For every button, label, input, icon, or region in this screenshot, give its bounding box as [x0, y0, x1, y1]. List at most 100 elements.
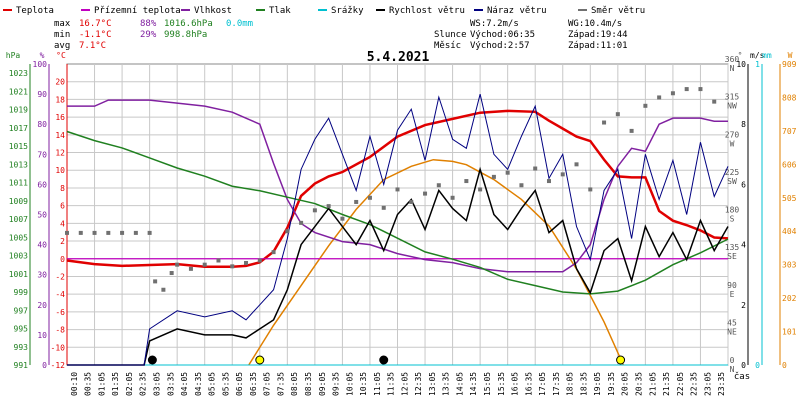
wind-direction-point: [450, 195, 455, 200]
pressure-tick-label: 997: [14, 306, 29, 315]
x-tick-label: 22:05: [676, 372, 685, 396]
direction-tick-label: SW: [727, 177, 737, 186]
wind-direction-point: [161, 287, 166, 292]
wind-direction-point: [285, 229, 290, 234]
x-tick-label: 04:05: [180, 372, 189, 396]
wind-direction-point: [698, 87, 703, 92]
pressure-tick-label: 1003: [9, 252, 28, 261]
x-tick-label: 13:35: [442, 372, 451, 396]
wind-direction-point: [147, 230, 152, 235]
stats-max-label: max: [54, 19, 71, 29]
x-tick-label: 11:35: [387, 372, 396, 396]
stats-max-rain: 0.0mm: [226, 19, 253, 29]
legend-label: Tlak: [269, 6, 291, 16]
temperature-tick-label: 0: [60, 255, 65, 264]
sunset-time: Západ:19:44: [568, 30, 628, 40]
x-tick-label: 08:05: [290, 372, 299, 396]
stats-block: max 16.7°C 88% 1016.6hPa 0.0mm min -1.1°…: [54, 19, 253, 51]
wind-direction-point: [615, 112, 620, 117]
humidity-tick-label: 100: [33, 60, 48, 69]
x-tick-label: 23:05: [703, 372, 712, 396]
direction-tick-value: 225: [725, 168, 740, 177]
wind-speed-info: WS:7.2m/s: [470, 19, 519, 29]
sunrise-time: Východ:06:35: [470, 30, 535, 40]
pressure-line: [66, 130, 729, 295]
x-tick-label: 18:35: [579, 372, 588, 396]
x-tick-label: 19:35: [607, 372, 616, 396]
wind-tick-label: 4: [741, 241, 746, 250]
x-tick-label: 05:35: [221, 372, 230, 396]
wind-direction-point: [533, 166, 538, 171]
temperature-tick-label: -8: [55, 326, 65, 335]
temperature-tick-label: -6: [55, 308, 65, 317]
wind-direction-point: [478, 187, 483, 192]
solar-tick-label: 0: [782, 361, 787, 370]
pressure-tick-label: 993: [14, 343, 29, 352]
humidity-tick-label: 70: [37, 150, 47, 159]
moonset-time: Západ:11:01: [568, 41, 628, 51]
x-tick-label: 02:35: [139, 372, 148, 396]
pressure-tick-label: 1015: [9, 142, 28, 151]
wind-direction-point: [230, 264, 235, 269]
pressure-tick-label: 1005: [9, 233, 28, 242]
solar-tick-label: 909: [782, 60, 797, 69]
temperature-tick-label: 4: [60, 219, 65, 228]
direction-tick-label: SE: [727, 252, 737, 261]
legend: Teplota Přízemní teplota Vlhkost Tlak Srážky…: [3, 6, 645, 16]
wind-direction-point: [78, 230, 83, 235]
x-tick-label: 21:05: [648, 372, 657, 396]
x-axis-label: čas: [734, 371, 750, 382]
pressure-tick-label: 1001: [9, 270, 28, 279]
solar-tick-label: 202: [782, 294, 797, 303]
sunset-marker: [616, 355, 626, 365]
solar-tick-label: 707: [782, 127, 797, 136]
legend-label: Teplota: [16, 6, 54, 16]
wind-direction-point: [65, 230, 69, 235]
humidity-tick-label: 0: [42, 361, 47, 370]
moonset-marker: [379, 355, 389, 365]
legend-label: Přízemní teplota: [94, 6, 181, 16]
legend-label: Směr větru: [591, 6, 645, 16]
stats-max-press: 1016.6hPa: [164, 19, 213, 29]
wind-gust-line: [67, 93, 729, 366]
wind-direction-point: [657, 95, 662, 100]
solar-curve-line: [248, 158, 625, 366]
wind-direction-point: [175, 262, 180, 267]
sunrise-marker: [255, 355, 265, 365]
x-tick-label: 05:05: [208, 372, 217, 396]
x-tick-label: 12:35: [414, 372, 423, 396]
pressure-axis-unit: hPa: [6, 51, 21, 60]
temperature-tick-label: 2: [60, 237, 65, 246]
solar-tick-label: 404: [782, 227, 797, 236]
x-tick-label: 07:35: [276, 372, 285, 396]
x-tick-label: 20:05: [621, 372, 630, 396]
wind-direction-point: [602, 120, 607, 125]
legend-label: Srážky: [331, 6, 364, 16]
humidity-tick-label: 60: [37, 180, 47, 189]
x-tick-label: 17:05: [538, 372, 547, 396]
x-tick-label: 18:05: [566, 372, 575, 396]
direction-tick-value: 180: [725, 206, 740, 215]
x-tick-label: 01:05: [97, 372, 106, 396]
rain-tick-label: 0: [755, 361, 760, 370]
stats-avg-label: avg: [54, 41, 70, 51]
x-tick-label: 09:35: [332, 372, 341, 396]
direction-tick-label: N: [730, 365, 735, 374]
humidity-line: [67, 99, 728, 273]
pressure-tick-label: 1021: [9, 87, 28, 96]
wind-direction-point: [92, 230, 97, 235]
wind-direction-point: [153, 279, 158, 284]
humidity-axis-unit: %: [40, 51, 45, 60]
x-tick-label: 14:05: [455, 372, 464, 396]
stats-min-hum: 29%: [140, 30, 157, 40]
temperature-tick-label: 6: [60, 202, 65, 211]
wind-direction-point: [244, 260, 249, 265]
x-tick-label: 08:35: [304, 372, 313, 396]
wind-direction-point: [326, 204, 331, 209]
wind-direction-point: [169, 271, 174, 276]
x-tick-label: 06:05: [235, 372, 244, 396]
wind-tick-label: 0: [741, 361, 746, 370]
direction-tick-value: 135: [725, 243, 740, 252]
temperature-axis-unit: °C: [56, 51, 66, 60]
x-tick-label: 21:35: [662, 372, 671, 396]
